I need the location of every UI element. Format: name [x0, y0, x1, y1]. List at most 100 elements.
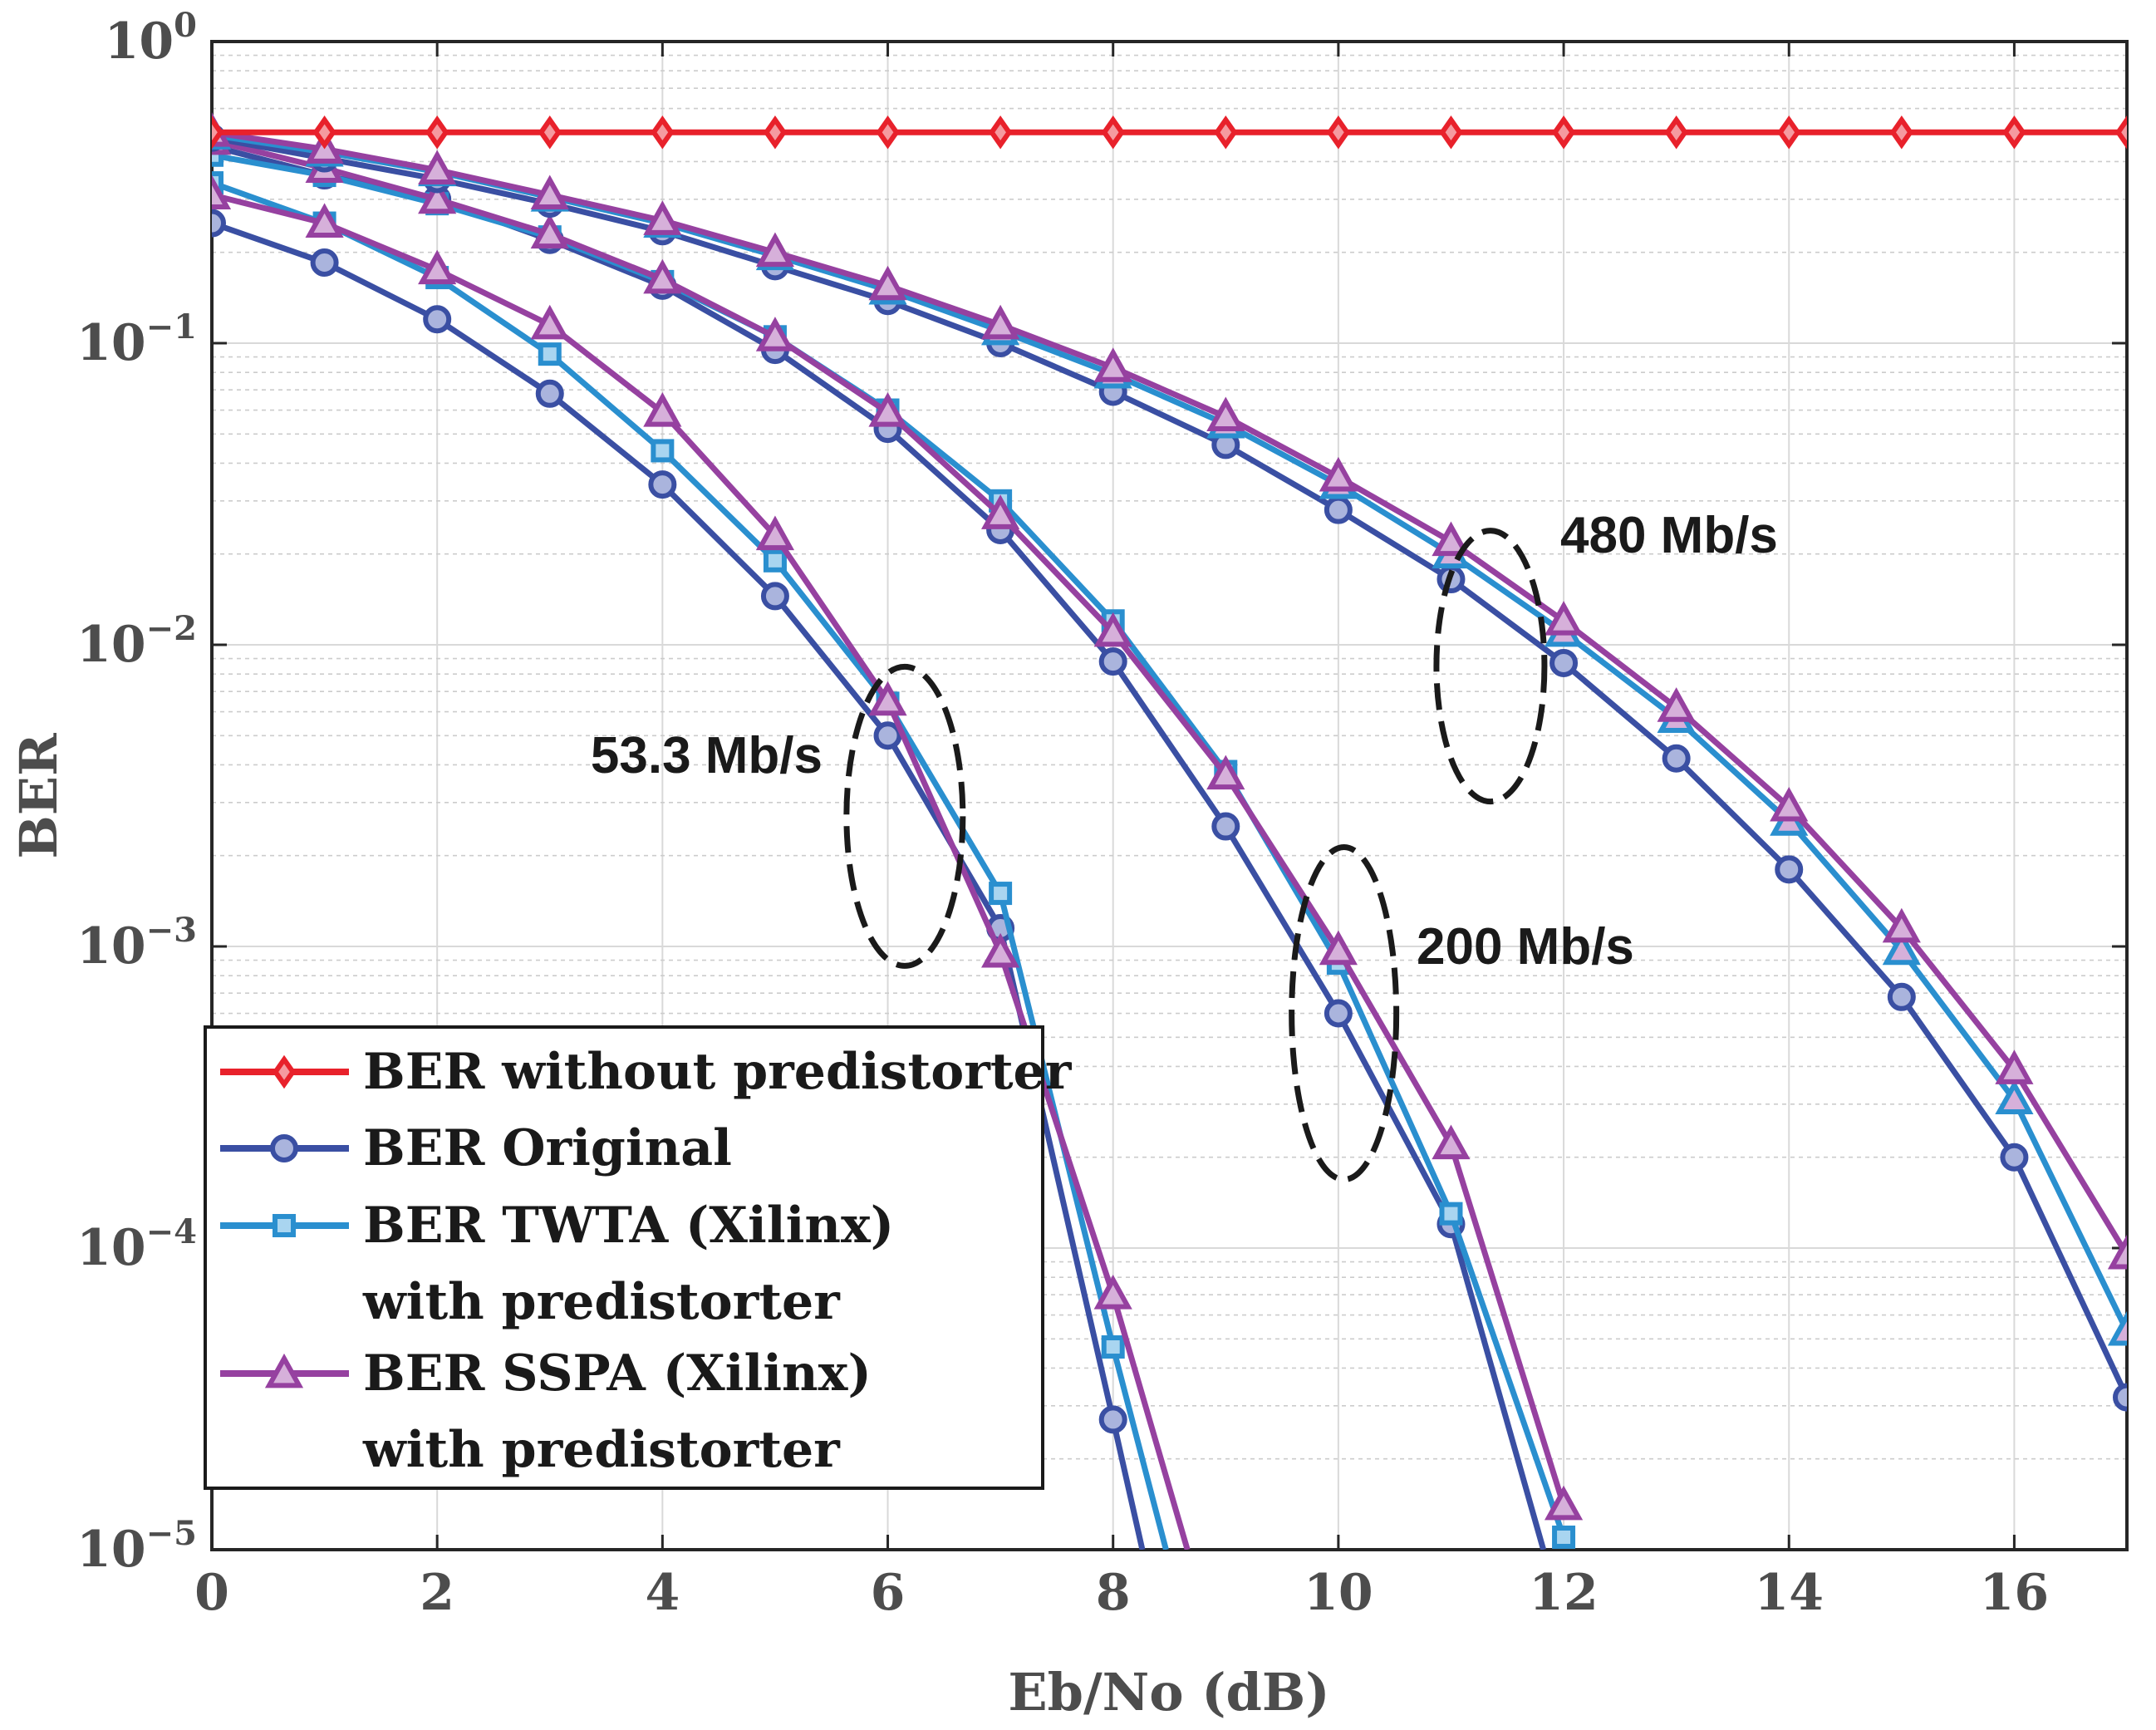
data-point — [755, 317, 795, 351]
plot-frame — [210, 40, 2129, 1551]
y-tick-label: 10−3 — [76, 911, 197, 976]
group-ellipse — [843, 663, 966, 969]
legend: BER without predistorter BER Original BER … — [204, 1025, 1073, 1490]
data-point — [1214, 115, 1238, 150]
y-tick-label: 10−1 — [76, 307, 197, 372]
data-point — [1889, 115, 1913, 150]
y-tick-label: 10−5 — [76, 1514, 197, 1579]
data-point — [1093, 612, 1132, 647]
data-point — [1211, 812, 1240, 841]
y-tick-label: 10−4 — [76, 1212, 197, 1277]
data-point — [1549, 648, 1579, 677]
legend-entry: BER SSPA (Xilinx) with predistorter — [220, 1344, 872, 1479]
data-point — [1882, 930, 1921, 966]
series-53-3-mb-s-circle — [212, 209, 1146, 1550]
annotation-label: 53.3 Mb/s — [591, 727, 823, 784]
series-line — [212, 192, 1191, 1550]
annotation-label: 200 Mb/s — [1417, 918, 1634, 976]
data-point — [868, 681, 907, 716]
data-point — [1101, 1335, 1125, 1359]
data-point — [1770, 786, 1809, 822]
series-group — [212, 112, 2127, 1550]
series-line — [212, 220, 1146, 1550]
legend-swatch-marker — [272, 1054, 297, 1089]
data-point — [1662, 744, 1691, 773]
legend-box — [204, 1025, 1044, 1490]
data-point — [1995, 1049, 2034, 1084]
data-point — [305, 203, 344, 238]
data-point — [643, 392, 682, 427]
x-tick-label: 6 — [871, 1564, 906, 1622]
legend-swatch-marker — [270, 1134, 298, 1162]
data-point — [212, 115, 224, 150]
data-point — [1093, 1275, 1132, 1310]
data-point — [535, 379, 564, 408]
series-line — [212, 135, 2127, 1399]
data-point — [2000, 1143, 2029, 1172]
data-point — [212, 174, 232, 210]
series-none-diamond — [212, 115, 2127, 150]
data-point — [868, 265, 907, 301]
y-tick-label: 100 — [105, 6, 197, 71]
data-point — [1775, 855, 1804, 884]
legend-label-line2: with predistorter — [362, 1273, 841, 1331]
data-point — [1777, 115, 1801, 150]
data-point — [1206, 396, 1245, 432]
data-point — [530, 304, 569, 340]
data-point — [988, 115, 1013, 150]
data-point — [873, 721, 902, 750]
data-point — [643, 258, 682, 294]
data-point — [1324, 495, 1353, 524]
x-tick-label: 2 — [420, 1564, 454, 1622]
data-point — [418, 249, 457, 285]
data-point — [1544, 601, 1584, 636]
legend-label-line2: with predistorter — [362, 1421, 841, 1479]
data-point — [755, 232, 795, 268]
data-point — [1319, 456, 1358, 492]
legend-label: BER TWTA (Xilinx) — [363, 1197, 894, 1255]
data-point — [538, 342, 562, 366]
data-point — [1664, 115, 1688, 150]
y-axis-title: BER — [8, 733, 69, 859]
data-point — [868, 392, 907, 427]
data-point — [981, 932, 1020, 968]
data-point — [755, 515, 795, 551]
legend-label: BER SSPA (Xilinx) — [363, 1344, 872, 1403]
x-axis-title: Eb/No (dB) — [1008, 1662, 1329, 1723]
data-point — [1324, 999, 1353, 1028]
data-point — [2114, 115, 2127, 150]
data-point — [760, 582, 789, 611]
data-point — [1319, 930, 1358, 966]
data-point — [989, 882, 1013, 906]
annotation-label: 480 Mb/s — [1560, 507, 1778, 564]
data-point — [2107, 1310, 2127, 1346]
data-point — [310, 248, 339, 278]
data-point — [212, 143, 223, 167]
x-tick-label: 8 — [1096, 1564, 1131, 1622]
data-point — [1995, 1079, 2034, 1115]
data-point — [312, 115, 336, 150]
data-point — [423, 305, 452, 334]
data-point — [530, 214, 569, 249]
data-point — [1098, 647, 1127, 676]
legend-entry: BER without predistorter — [220, 1043, 1073, 1101]
data-point — [1439, 115, 1463, 150]
data-point — [1206, 754, 1245, 790]
x-tick-label: 16 — [1980, 1564, 2050, 1622]
x-tick-label: 14 — [1754, 1564, 1824, 1622]
x-tick-label: 4 — [645, 1564, 680, 1622]
data-point — [1552, 1525, 1576, 1549]
series-200-mb-s-triangle — [212, 120, 1584, 1521]
data-point — [1887, 982, 1916, 1011]
data-point — [981, 494, 1020, 529]
data-point — [1098, 1405, 1127, 1434]
data-point — [2002, 115, 2026, 150]
legend-swatch-marker — [264, 1353, 304, 1388]
x-tick-label: 10 — [1304, 1564, 1373, 1622]
data-point — [538, 115, 562, 150]
data-point — [425, 115, 449, 150]
data-point — [651, 439, 675, 463]
x-tick-label: 12 — [1529, 1564, 1599, 1622]
data-point — [876, 115, 900, 150]
